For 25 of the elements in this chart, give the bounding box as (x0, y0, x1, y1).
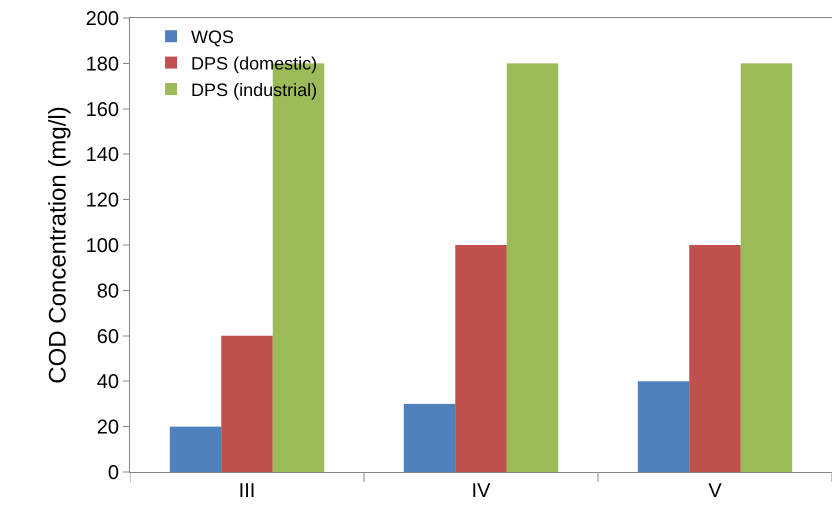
y-tick-label: 200 (86, 8, 119, 30)
y-tick-label: 140 (86, 144, 119, 166)
x-tick-label: III (238, 480, 256, 502)
y-tick-label: 0 (108, 462, 119, 484)
bar (170, 426, 222, 472)
y-axis-title: COD Concentration (mg/l) (44, 106, 72, 384)
y-tick-label: 40 (96, 371, 119, 394)
y-tick-label: 60 (96, 326, 119, 348)
bar (506, 63, 558, 472)
y-tick-label: 20 (96, 416, 119, 439)
y-tick-label: 160 (86, 98, 119, 121)
y-tick-label: 100 (86, 235, 119, 257)
x-tick-label: IV (472, 480, 492, 502)
bar (455, 245, 507, 472)
bar (404, 404, 456, 472)
legend-label: DPS (domestic) (191, 54, 318, 74)
bar (689, 245, 741, 472)
y-tick-label: 80 (96, 280, 119, 302)
y-tick-label: 120 (86, 190, 119, 212)
bar (221, 336, 273, 472)
legend-label: WQS (191, 27, 234, 48)
bar (638, 381, 690, 472)
x-tick-label: V (708, 480, 722, 502)
y-tick-label: 180 (86, 53, 119, 76)
bar (740, 63, 792, 472)
